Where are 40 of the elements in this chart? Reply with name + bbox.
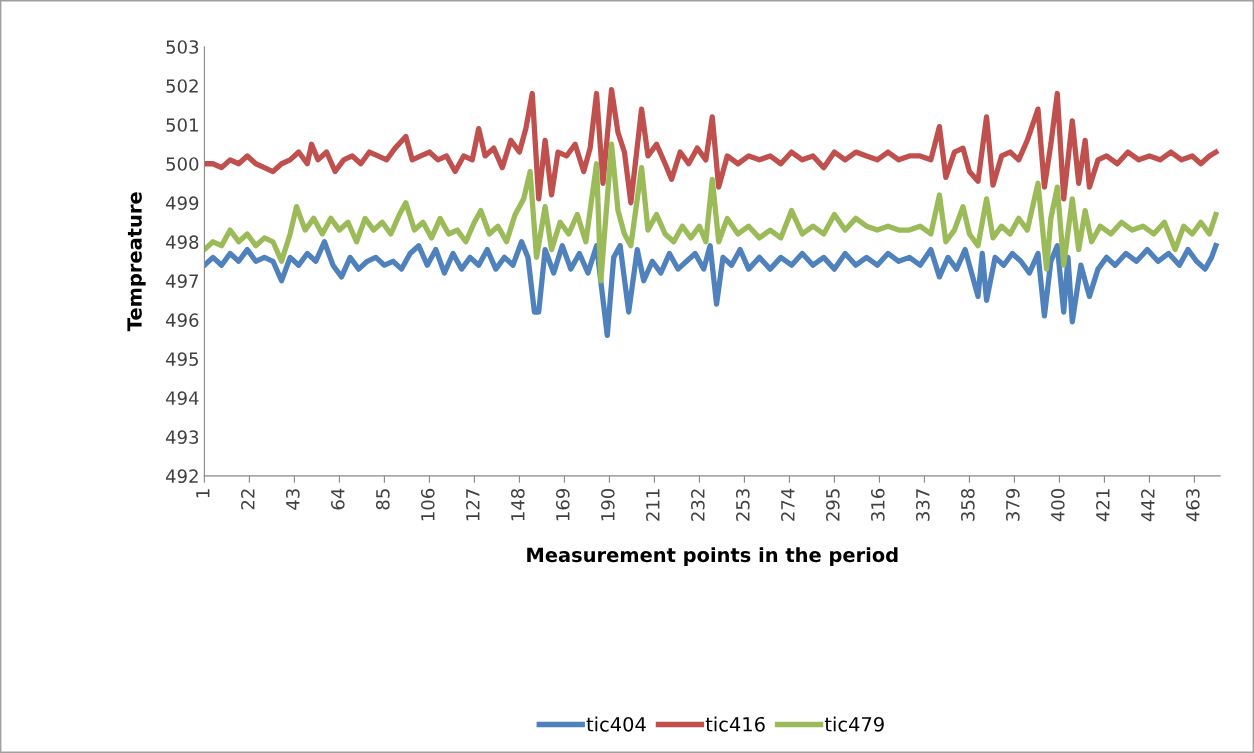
x-tick-label: 64 <box>330 488 345 510</box>
y-axis-title: Tempreature <box>127 192 146 332</box>
legend-label: tic416 <box>705 716 765 732</box>
y-tick-label: 498 <box>165 235 199 249</box>
x-tick-label: 253 <box>736 489 750 521</box>
x-tick-label: 148 <box>510 488 525 521</box>
x-tick-label: 85 <box>375 489 390 510</box>
y-tick-label: 496 <box>165 313 199 327</box>
x-tick-label: 106 <box>420 488 435 521</box>
x-tick-label: 232 <box>691 489 705 521</box>
y-tick-label: 493 <box>165 430 199 444</box>
y-tick-label: 499 <box>165 196 199 210</box>
x-tick-label: 379 <box>1006 488 1020 521</box>
x-tick-label: 442 <box>1141 489 1155 522</box>
y-tick-label: 492 <box>165 469 198 484</box>
x-tick-label: 337 <box>916 489 930 521</box>
x-tick-label: 295 <box>826 489 840 521</box>
x-tick-label: 463 <box>1186 489 1200 522</box>
x-tick-label: 274 <box>781 488 795 521</box>
x-tick-label: 400 <box>1051 488 1065 522</box>
legend-label: tic479 <box>824 716 884 732</box>
x-tick-label: 1 <box>196 489 210 498</box>
x-tick-label: 421 <box>1096 489 1110 522</box>
x-tick-label: 358 <box>961 488 975 521</box>
x-tick-label: 316 <box>871 488 885 521</box>
x-tick-label: 190 <box>600 488 615 521</box>
y-tick-label: 501 <box>166 118 198 132</box>
y-tick-label: 497 <box>165 274 198 288</box>
x-tick-label: 211 <box>645 489 660 521</box>
x-axis-title: Measurement points in the period <box>527 547 898 566</box>
y-tick-label: 502 <box>166 79 198 93</box>
x-tick-label: 22 <box>240 489 255 510</box>
x-tick-label: 127 <box>465 489 480 521</box>
y-tick-label: 503 <box>166 40 199 54</box>
legend-label: tic404 <box>586 716 646 732</box>
y-tick-label: 495 <box>165 352 198 366</box>
x-tick-label: 43 <box>285 489 300 510</box>
x-tick-label: 169 <box>555 488 570 521</box>
y-tick-label: 500 <box>166 157 199 171</box>
y-tick-label: 494 <box>165 391 199 405</box>
